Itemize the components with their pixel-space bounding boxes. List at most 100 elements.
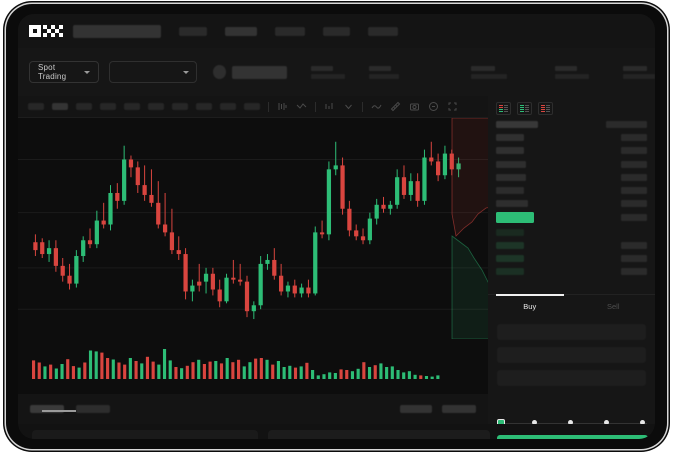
ruler-icon[interactable] bbox=[390, 101, 401, 112]
orderbook-asks-icon[interactable] bbox=[538, 102, 553, 115]
order-book-row[interactable] bbox=[496, 146, 647, 155]
order-book-amount bbox=[621, 147, 647, 155]
order-book-row[interactable] bbox=[496, 228, 647, 237]
undo-icon[interactable] bbox=[428, 101, 439, 112]
ticker-stat-3 bbox=[555, 65, 590, 79]
toolbar-divider bbox=[268, 101, 269, 112]
ticker-stat-1 bbox=[369, 65, 400, 79]
nav-item-1[interactable] bbox=[225, 26, 257, 36]
order-book-price bbox=[496, 241, 524, 249]
chart-tab-active-indicator bbox=[42, 410, 76, 412]
amount-field[interactable] bbox=[497, 370, 646, 386]
timeframe-15m[interactable] bbox=[76, 103, 92, 110]
chart-toolbar bbox=[18, 96, 488, 118]
order-book-row[interactable] bbox=[496, 199, 647, 208]
timeframe-1w[interactable] bbox=[196, 103, 212, 110]
timeframe-4h[interactable] bbox=[148, 103, 164, 110]
candlestick-svg bbox=[18, 141, 488, 320]
candlestick-chart-icon[interactable] bbox=[277, 101, 288, 112]
order-book-row[interactable] bbox=[496, 120, 647, 129]
order-type-field[interactable] bbox=[497, 324, 646, 340]
slider-stop-50[interactable] bbox=[568, 420, 573, 425]
orders-panel[interactable] bbox=[32, 430, 258, 439]
volume-chart bbox=[18, 339, 488, 394]
candlestick-chart[interactable] bbox=[18, 118, 488, 339]
order-book-row[interactable] bbox=[496, 133, 647, 142]
order-book-row[interactable] bbox=[496, 186, 647, 195]
order-book-rows bbox=[488, 120, 655, 276]
timeframe-5m[interactable] bbox=[52, 103, 68, 110]
indicators-icon[interactable] bbox=[324, 101, 335, 112]
last-price bbox=[231, 65, 288, 79]
order-book-row[interactable] bbox=[496, 212, 647, 224]
order-entry-form bbox=[488, 318, 655, 424]
timeframe-1d[interactable] bbox=[172, 103, 188, 110]
line-chart-icon[interactable] bbox=[296, 101, 307, 112]
chart-tab-right-1[interactable] bbox=[442, 405, 476, 413]
device-frame: Spot Trading bbox=[6, 4, 667, 449]
toolbar-divider bbox=[362, 101, 363, 112]
chevron-down-icon bbox=[84, 70, 91, 74]
order-book-amount bbox=[621, 241, 647, 249]
order-book-price bbox=[496, 200, 528, 208]
order-book-row[interactable] bbox=[496, 254, 647, 263]
tab-buy[interactable]: Buy bbox=[488, 294, 572, 318]
positions-panel[interactable] bbox=[268, 430, 490, 439]
timeframe-1h[interactable] bbox=[124, 103, 140, 110]
order-book-panel bbox=[488, 96, 655, 294]
nav-item-0[interactable] bbox=[179, 26, 207, 36]
timeframe-1mo[interactable] bbox=[220, 103, 236, 110]
ticker-stat-0 bbox=[311, 65, 346, 79]
tab-sell[interactable]: Sell bbox=[606, 302, 620, 311]
order-book-amount bbox=[621, 254, 647, 262]
ticker-stat-2 bbox=[471, 65, 508, 79]
coin-avatar bbox=[213, 65, 226, 79]
chevron-down-icon bbox=[183, 70, 190, 74]
slider-stop-25[interactable] bbox=[532, 420, 537, 425]
nav-item-4[interactable] bbox=[368, 26, 398, 36]
order-book-amount bbox=[621, 200, 647, 208]
volume-svg bbox=[32, 349, 440, 379]
timeframe-1m[interactable] bbox=[28, 103, 44, 110]
place-order-button[interactable] bbox=[497, 435, 648, 439]
chart-tab-right-0[interactable] bbox=[400, 405, 432, 413]
okx-logo[interactable] bbox=[29, 25, 63, 37]
timeframe-more[interactable] bbox=[244, 103, 260, 110]
order-book-row[interactable] bbox=[496, 267, 647, 276]
price-field[interactable] bbox=[497, 347, 646, 363]
chart-tab-1[interactable] bbox=[76, 405, 110, 413]
ticker-bar: Spot Trading bbox=[18, 48, 655, 96]
nav-item-3[interactable] bbox=[323, 26, 350, 36]
slider-stop-100[interactable] bbox=[640, 420, 645, 425]
order-book-row[interactable] bbox=[496, 160, 647, 169]
nav-item-2[interactable] bbox=[275, 26, 305, 36]
orderbook-bids-icon[interactable] bbox=[517, 102, 532, 115]
order-book-price bbox=[496, 254, 524, 262]
market-depth-overlay bbox=[451, 118, 498, 339]
trading-pair-select[interactable] bbox=[109, 61, 198, 83]
order-book-amount bbox=[606, 121, 647, 128]
chart-settings-icon[interactable] bbox=[343, 101, 354, 112]
timeframe-30m[interactable] bbox=[100, 103, 116, 110]
slider-stop-75[interactable] bbox=[604, 420, 609, 425]
trendline-icon[interactable] bbox=[371, 101, 382, 112]
order-book-amount bbox=[621, 173, 647, 181]
order-book-price bbox=[496, 268, 524, 276]
chart-tab-0[interactable] bbox=[30, 405, 64, 413]
order-book-row[interactable] bbox=[496, 241, 647, 250]
fullscreen-icon[interactable] bbox=[447, 101, 458, 112]
market-type-label: Spot Trading bbox=[38, 63, 67, 81]
order-book-row[interactable] bbox=[496, 173, 647, 182]
market-type-select[interactable]: Spot Trading bbox=[29, 61, 100, 83]
order-book-price bbox=[496, 147, 524, 155]
order-book-price bbox=[496, 212, 534, 224]
top-navigation-bar bbox=[18, 14, 655, 48]
camera-icon[interactable] bbox=[409, 101, 420, 112]
orderbook-both-icon[interactable] bbox=[496, 102, 511, 115]
search-input[interactable] bbox=[73, 24, 161, 38]
ticker-stat-4 bbox=[623, 65, 655, 79]
order-book-amount bbox=[621, 160, 647, 168]
slider-track bbox=[502, 422, 647, 424]
order-book-amount bbox=[621, 268, 647, 276]
toolbar-divider bbox=[315, 101, 316, 112]
